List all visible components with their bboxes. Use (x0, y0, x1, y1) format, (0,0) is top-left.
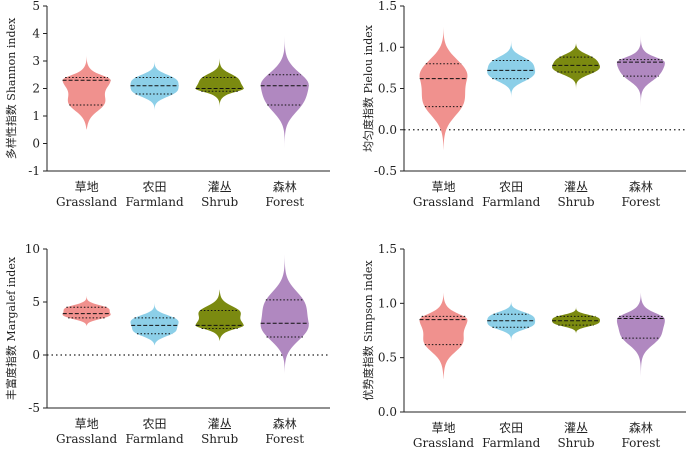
y-tick-label: 0.5 (378, 351, 397, 365)
category-label-en: Forest (622, 195, 661, 209)
violin-body (419, 26, 468, 151)
category-label-zh: 森林 (273, 416, 297, 431)
violin-body (552, 43, 600, 93)
y-tick-label: 0 (32, 348, 40, 362)
category-label-zh: 农田 (499, 180, 523, 194)
category-label-zh: 森林 (629, 420, 653, 435)
violin-body (419, 292, 468, 380)
y-tick-label: -5 (28, 401, 40, 415)
y-axis-title: 优势度指数 Simpson index (361, 260, 375, 401)
y-tick-label: 3 (32, 54, 40, 68)
y-axis-title: 均匀度指数 Pielou index (361, 24, 375, 152)
category-label-en: Farmland (482, 436, 541, 449)
violin-body (130, 302, 179, 346)
category-label-zh: 农田 (143, 180, 167, 194)
violin-body (487, 40, 536, 99)
y-tick-label: 1.0 (378, 296, 397, 310)
violin-body (260, 33, 309, 149)
category-label-zh: 灌丛 (208, 180, 232, 194)
y-axis-title: 丰富度指数 Margalef index (4, 256, 18, 400)
violin-body (62, 55, 111, 130)
category-label-en: Shrub (557, 195, 594, 209)
category-label-en: Farmland (125, 432, 184, 446)
category-label-en: Shrub (201, 195, 238, 209)
y-tick-label: 2 (32, 82, 40, 96)
y-tick-label: 1.5 (378, 242, 397, 256)
category-label-zh: 草地 (431, 180, 455, 194)
y-tick-label: 10 (25, 242, 40, 256)
violin-body (616, 34, 665, 107)
category-label-en: Forest (265, 195, 304, 209)
category-label-zh: 农田 (143, 417, 167, 431)
category-label-zh: 草地 (75, 180, 99, 194)
violin-body (195, 58, 244, 108)
y-tick-label: -0.5 (374, 164, 397, 178)
category-label-en: Grassland (56, 432, 118, 446)
violin-body (195, 289, 244, 342)
violin-body (260, 254, 309, 375)
y-tick-label: 0.5 (378, 82, 397, 96)
y-tick-label: -1 (28, 164, 40, 178)
category-label-zh: 农田 (499, 421, 523, 435)
violin-body (62, 295, 111, 327)
violin-body (552, 306, 600, 334)
y-axis-title: 多样性指数 Shannon index (4, 17, 18, 159)
y-tick-label: 5 (32, 0, 40, 13)
category-label-en: Farmland (125, 195, 184, 209)
category-label-en: Forest (622, 436, 661, 449)
violin-body (616, 292, 665, 378)
y-tick-label: 1 (32, 109, 40, 123)
y-tick-label: 1.0 (378, 40, 397, 54)
category-label-en: Forest (265, 432, 304, 446)
y-tick-label: 0.0 (378, 405, 397, 419)
category-label-en: Grassland (56, 195, 118, 209)
y-tick-label: 0.0 (378, 123, 397, 137)
y-tick-label: 0 (32, 137, 40, 151)
category-label-zh: 灌丛 (564, 180, 588, 194)
category-label-zh: 草地 (75, 417, 99, 431)
category-label-en: Shrub (557, 436, 594, 449)
category-label-zh: 森林 (273, 179, 297, 194)
category-label-zh: 灌丛 (208, 417, 232, 431)
category-label-en: Grassland (413, 195, 475, 209)
category-label-en: Farmland (482, 195, 541, 209)
violin-body (487, 301, 536, 342)
category-label-zh: 森林 (629, 179, 653, 194)
category-label-en: Grassland (413, 436, 475, 449)
y-tick-label: 4 (32, 27, 40, 41)
category-label-zh: 草地 (431, 421, 455, 435)
category-label-en: Shrub (201, 432, 238, 446)
category-label-zh: 灌丛 (564, 421, 588, 435)
y-tick-label: 1.5 (378, 0, 397, 13)
y-tick-label: 5 (32, 295, 40, 309)
